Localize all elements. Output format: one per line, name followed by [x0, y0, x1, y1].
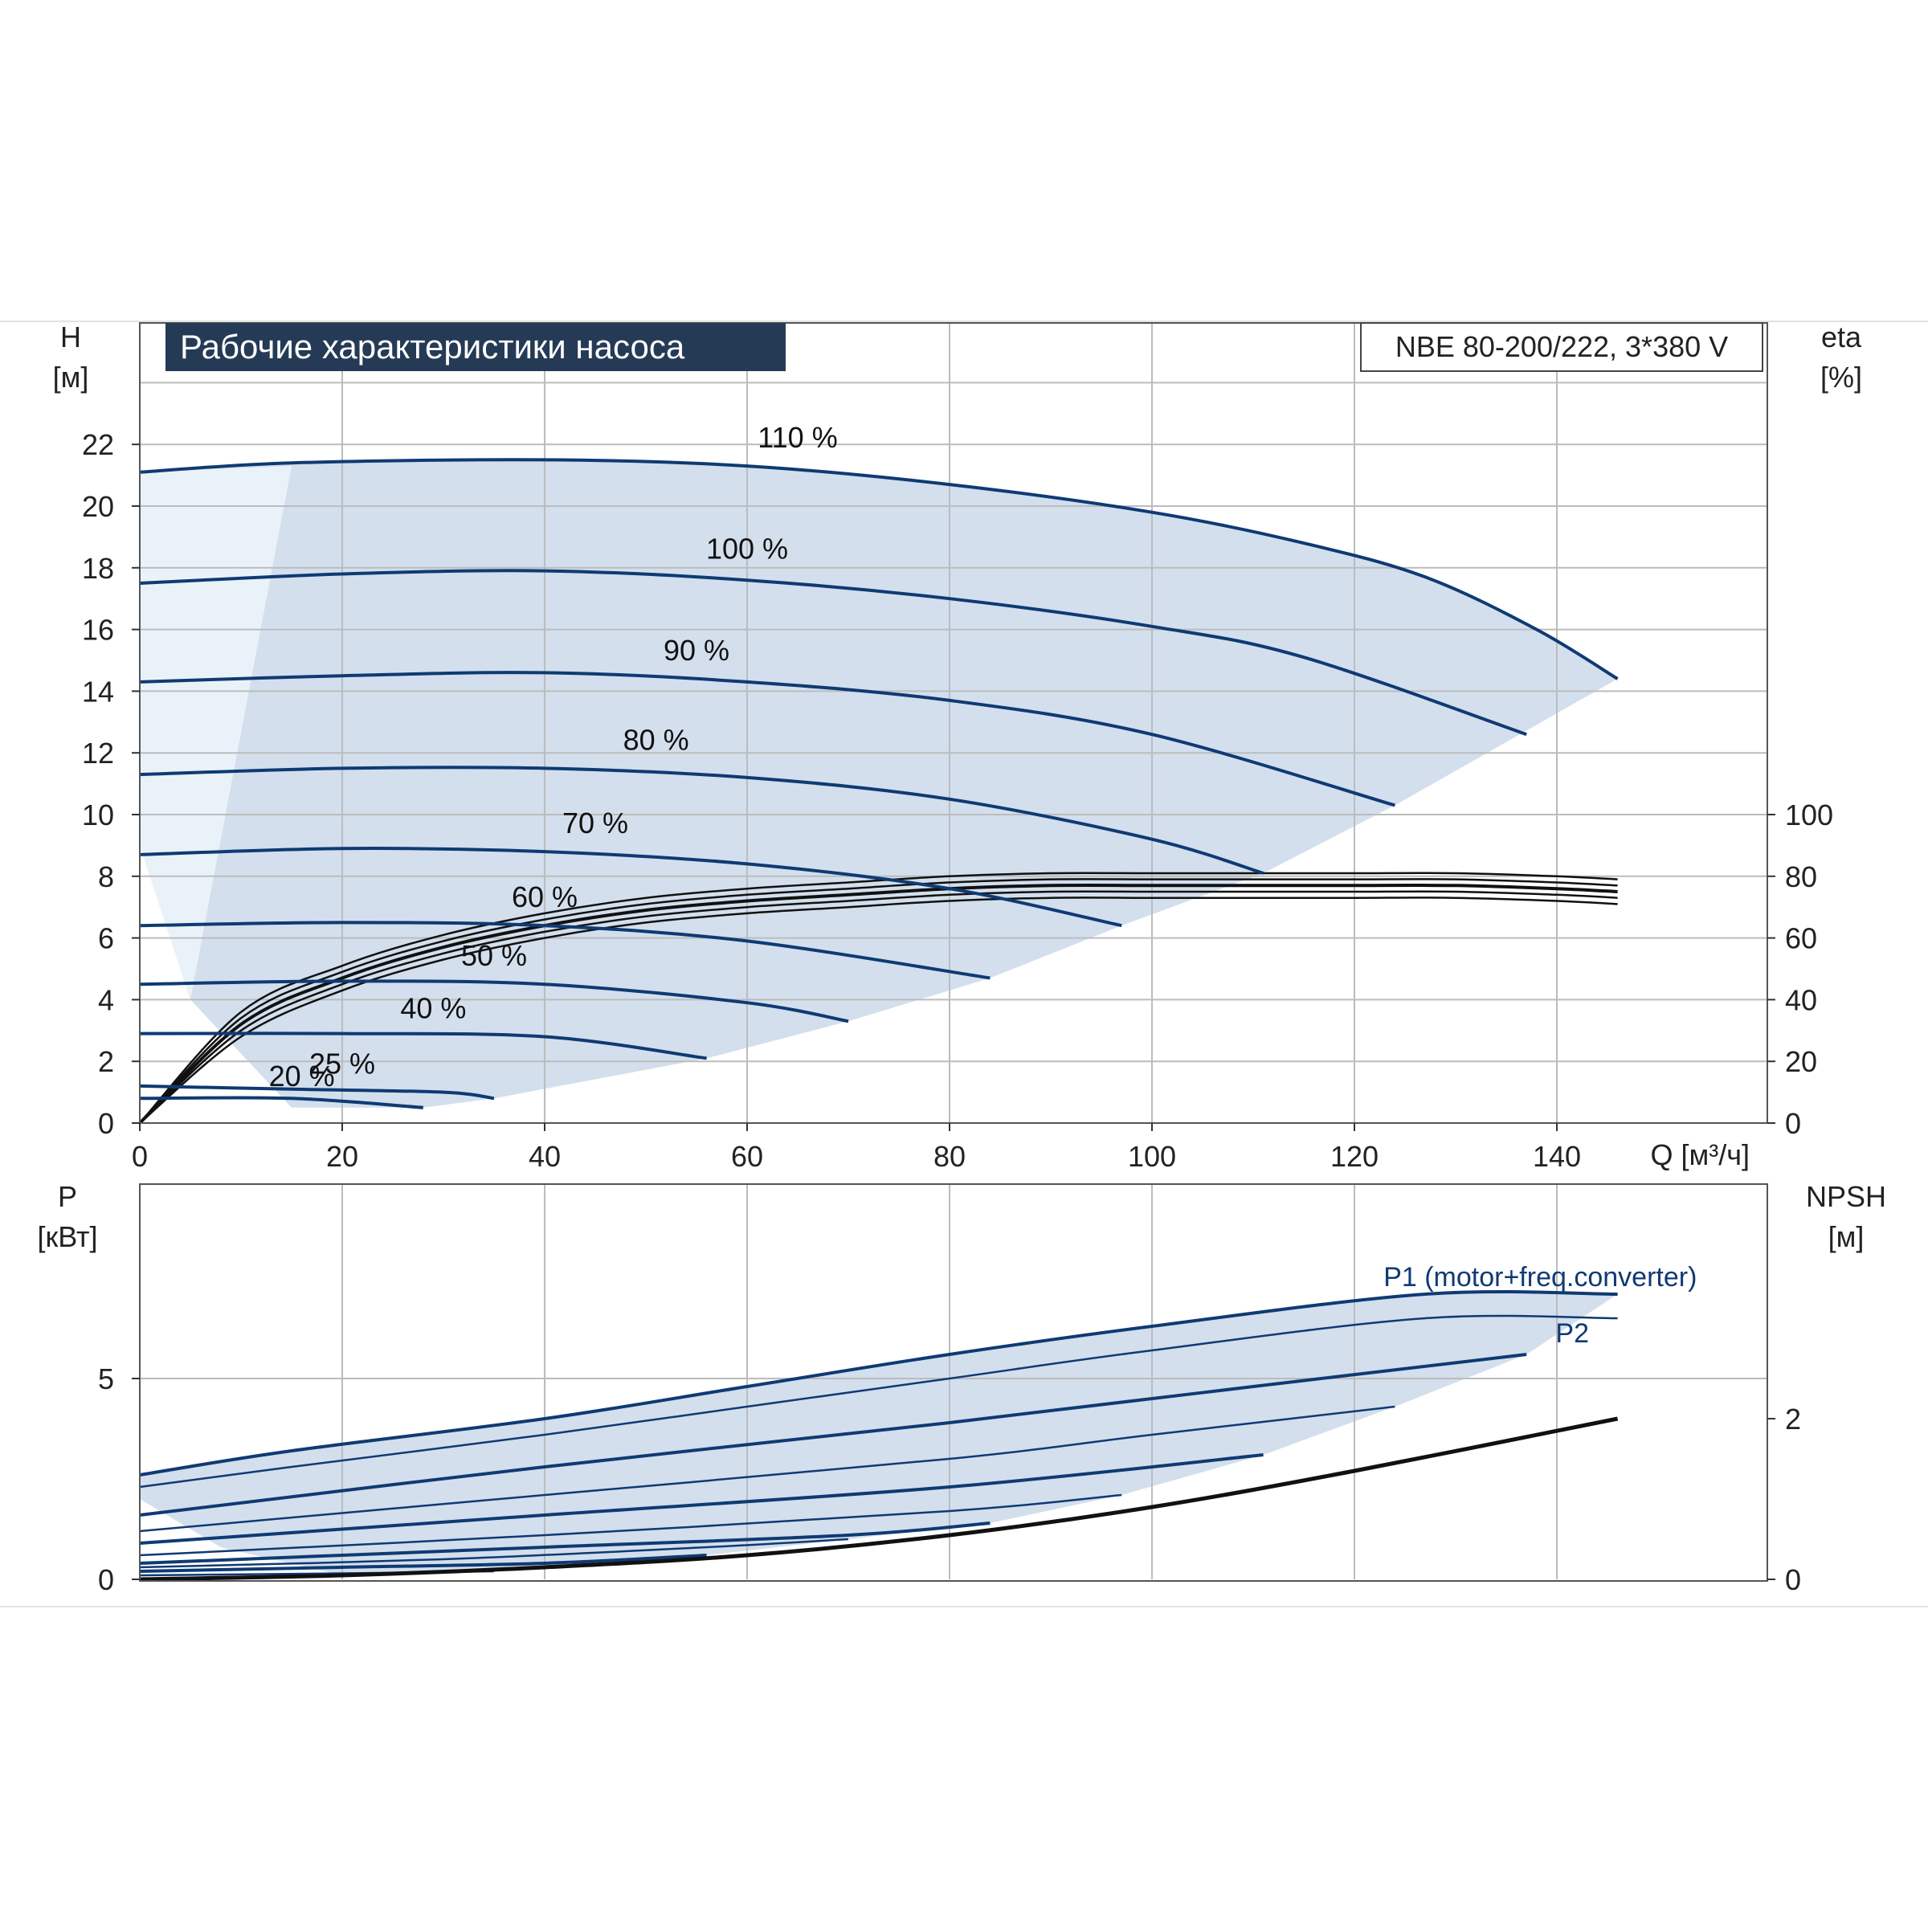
x-tick-label: 100 [1128, 1140, 1176, 1173]
npsh-curve [139, 1416, 1619, 1582]
power-npsh-plot: P1 (motor+freq.converter) P2 0 5 0 2 P [кВт]… [37, 1180, 1886, 1596]
power-series-label: P2 [1555, 1318, 1589, 1349]
curve-label: 100 % [706, 532, 788, 565]
x-tick-label: 60 [731, 1140, 763, 1173]
npsh-tick-label: 2 [1785, 1403, 1801, 1436]
y2-tick-label: 60 [1785, 922, 1817, 955]
curve-label: 40 % [400, 991, 466, 1024]
power-axis-label: P [58, 1180, 77, 1213]
head-curve-80pct [139, 766, 1264, 875]
power-curve [139, 1405, 1395, 1533]
curve-label: 25 % [309, 1048, 375, 1080]
power-curve [139, 1554, 707, 1573]
efficiency-curve [139, 872, 1618, 1124]
efficiency-curve [139, 878, 1618, 1124]
power-curve [139, 1522, 991, 1565]
power-tick-label: 5 [98, 1362, 114, 1395]
head-curve-25pct [139, 1084, 495, 1101]
y-tick-label: 22 [82, 428, 114, 461]
head-curve-60pct [139, 921, 991, 980]
curve-label: 90 % [664, 634, 729, 667]
x-axis-label: Q [м³/ч] [1650, 1138, 1750, 1171]
head-curve-110pct [139, 458, 1619, 680]
curve-label: 20 % [269, 1060, 335, 1093]
head-curve-40pct [139, 1031, 707, 1060]
curve-label: 70 % [562, 807, 628, 839]
power-curve-p1 [139, 1290, 1618, 1477]
efficiency-curve [139, 890, 1618, 1124]
y-tick-label: 2 [98, 1045, 114, 1078]
head-curve-90pct [139, 671, 1395, 807]
power-curve-p2 [139, 1314, 1618, 1489]
y-tick-label: 10 [82, 799, 114, 831]
power-curve [139, 1538, 849, 1569]
y-tick-label: 18 [82, 552, 114, 585]
npsh-axis-unit: [м] [1828, 1220, 1865, 1253]
head-curve-20pct [139, 1096, 423, 1109]
y-tick-label: 14 [82, 675, 114, 708]
y-tick-label: 12 [82, 737, 114, 770]
curve-label: 60 % [512, 880, 578, 913]
y2-tick-label: 0 [1785, 1107, 1801, 1140]
x-tick-label: 20 [326, 1140, 358, 1173]
min-flow-area [140, 466, 292, 1000]
head-efficiency-plot: 110 %100 %90 %80 %70 %60 %50 %40 %25 %20… [53, 321, 1862, 1173]
power-operating-area [140, 1292, 1618, 1575]
power-curve [139, 1493, 1122, 1557]
y-tick-label: 20 [82, 490, 114, 523]
y-tick-label: 6 [98, 922, 114, 955]
efficiency-curve [138, 884, 1618, 1125]
y-axis-label: H [60, 321, 81, 353]
head-curve-70pct [139, 847, 1122, 928]
y2-tick-label: 80 [1785, 860, 1817, 893]
chart-title: Рабочие характеристики насоса [180, 328, 685, 366]
npsh-axis-label: NPSH [1806, 1180, 1886, 1213]
power-axis-unit: [кВт] [37, 1220, 97, 1253]
y2-tick-label: 100 [1785, 799, 1833, 831]
y-tick-label: 8 [98, 860, 114, 893]
y-tick-label: 16 [82, 614, 114, 647]
npsh-tick-label: 0 [1785, 1563, 1801, 1596]
x-tick-label: 140 [1533, 1140, 1581, 1173]
y-tick-label: 4 [98, 983, 114, 1016]
model-label: NBE 80-200/222, 3*380 V [1395, 330, 1728, 363]
title-box [165, 323, 786, 371]
curve-label: 80 % [623, 723, 689, 756]
x-tick-label: 0 [132, 1140, 148, 1173]
head-curve-100pct [139, 569, 1527, 737]
y-tick-label: 0 [98, 1107, 114, 1140]
y2-tick-label: 20 [1785, 1045, 1817, 1078]
power-curve [139, 1353, 1527, 1517]
y2-axis-label: eta [1821, 321, 1862, 353]
y2-tick-label: 40 [1785, 983, 1817, 1016]
x-tick-label: 40 [529, 1140, 561, 1173]
y2-axis-unit: [%] [1820, 361, 1862, 394]
power-tick-label: 0 [98, 1563, 114, 1596]
curve-label: 50 % [461, 939, 527, 972]
model-box [1360, 322, 1763, 372]
efficiency-curve [139, 897, 1618, 1124]
head-curve-50pct [139, 979, 849, 1023]
curve-label: 110 % [758, 421, 837, 454]
y-axis-unit: [м] [53, 361, 89, 394]
x-tick-label: 120 [1330, 1140, 1379, 1173]
power-curve [139, 1453, 1264, 1545]
x-tick-label: 80 [933, 1140, 966, 1173]
power-series-label: P1 (motor+freq.converter) [1383, 1262, 1697, 1293]
